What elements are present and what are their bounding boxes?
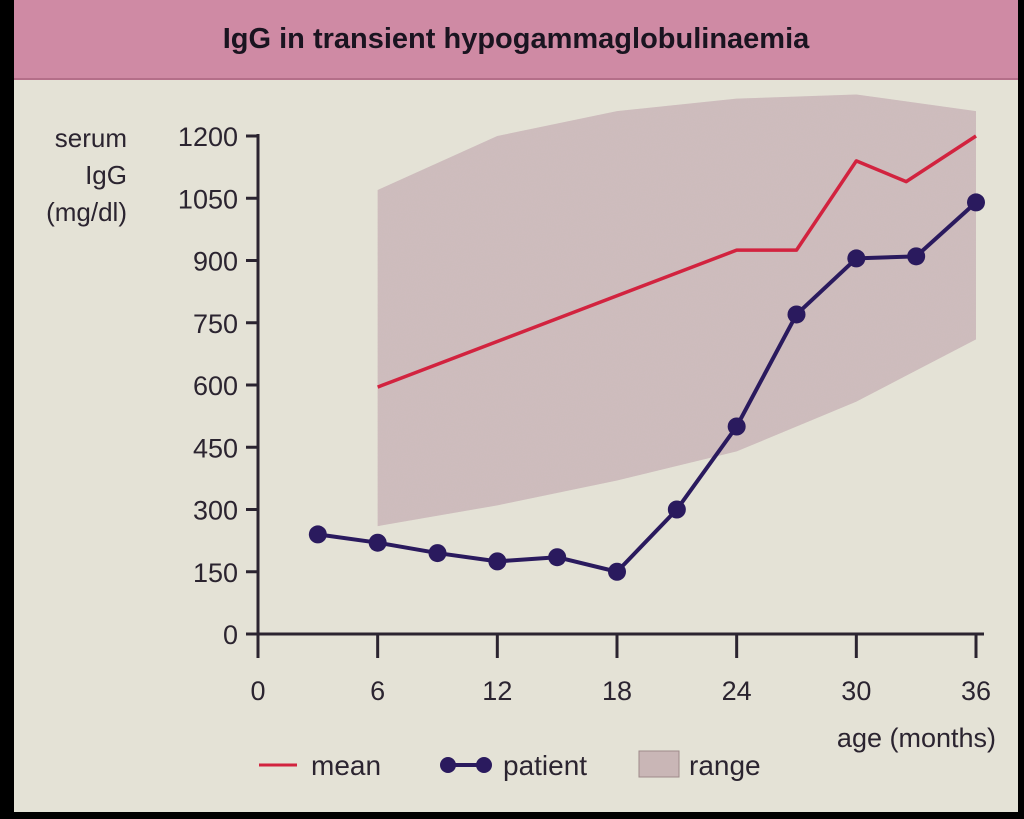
point-patient <box>428 544 447 563</box>
y-axis-label-line-3: (mg/dl) <box>46 197 127 227</box>
x-tick-label: 30 <box>841 676 871 706</box>
series-line-patient <box>317 200 978 574</box>
x-tick-label: 18 <box>602 676 632 706</box>
y-axis-label-line-1: serum <box>55 123 127 153</box>
point-patient <box>548 548 567 567</box>
y-tick-label: 600 <box>193 371 238 401</box>
legend-mean-label: mean <box>311 750 381 781</box>
x-axis-label: age (months) <box>837 723 996 753</box>
y-tick-label: 1050 <box>178 184 238 214</box>
legend-range-swatch <box>638 750 680 778</box>
point-patient <box>667 500 686 519</box>
y-tick-label: 900 <box>193 247 238 277</box>
y-tick-label: 0 <box>223 620 238 650</box>
point-patient <box>727 417 746 436</box>
point-patient <box>368 533 387 552</box>
point-patient <box>608 562 626 581</box>
point-patient <box>308 525 327 544</box>
x-tick-label: 0 <box>250 676 265 706</box>
legend: mean patient range <box>259 750 761 781</box>
y-tick-label: 750 <box>193 309 238 339</box>
point-patient <box>847 249 866 268</box>
point-patient <box>967 193 985 212</box>
legend-patient-marker-right <box>476 757 492 773</box>
y-tick-label: 300 <box>193 496 238 526</box>
legend-patient-label: patient <box>503 750 587 781</box>
chart-title: IgG in transient hypogammaglobulinaemia <box>222 22 810 55</box>
range-band-texture <box>377 94 977 527</box>
point-patient <box>787 305 806 324</box>
series-line-mean <box>377 134 977 389</box>
x-tick-label: 6 <box>370 676 385 706</box>
x-tick-label: 24 <box>722 676 752 706</box>
x-tick-label: 12 <box>482 676 512 706</box>
chart-panel: IgG in transient hypogammaglobulinaemia … <box>14 0 1018 812</box>
y-tick-label: 450 <box>193 433 238 463</box>
x-tick-label: 36 <box>961 676 991 706</box>
legend-range-label: range <box>689 750 761 781</box>
y-tick-label: 150 <box>193 558 238 588</box>
legend-patient-marker-left <box>440 757 456 773</box>
point-patient <box>907 247 926 266</box>
y-axis-label-line-2: IgG <box>85 160 127 190</box>
y-tick-label: 1200 <box>178 122 238 152</box>
title-bar: IgG in transient hypogammaglobulinaemia <box>14 0 1018 80</box>
point-patient <box>488 552 507 571</box>
